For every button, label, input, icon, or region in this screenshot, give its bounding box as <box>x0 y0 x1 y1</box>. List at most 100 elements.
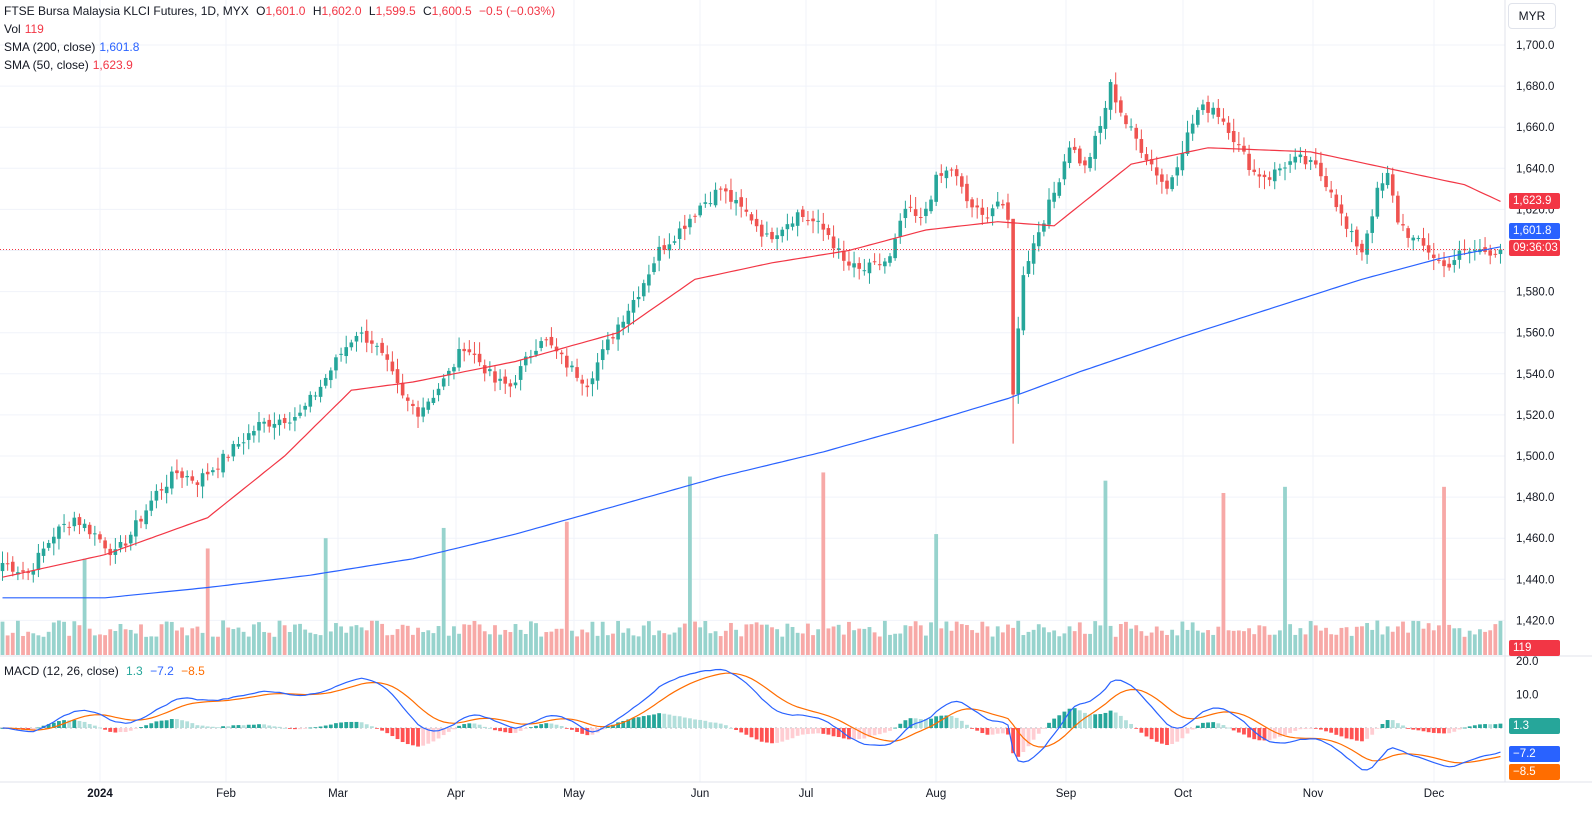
volume-bar <box>985 626 990 655</box>
macd-hist-bar <box>421 728 426 746</box>
candle-body <box>759 224 764 237</box>
candle-body <box>847 261 851 266</box>
volume-bar <box>426 630 431 655</box>
candle-body <box>1308 160 1313 162</box>
candle-body <box>1278 168 1282 171</box>
macd-hist-bar <box>1406 728 1411 729</box>
volume-bar <box>216 636 220 655</box>
volume-bar <box>139 624 143 655</box>
macd-hist-bar <box>877 728 882 735</box>
macd-hist-bar <box>498 728 503 732</box>
volume-bar <box>1108 625 1113 655</box>
macd-hist-bar <box>857 728 862 740</box>
candle-body <box>1221 118 1226 122</box>
macd-hist-bar <box>759 728 764 742</box>
volume-bar <box>1247 628 1251 655</box>
candle-body <box>1385 172 1390 186</box>
candle-body <box>62 523 66 525</box>
macd-hist-bar <box>1134 728 1139 729</box>
candle-body <box>1021 275 1026 331</box>
macd-hist-bar <box>667 714 672 728</box>
price-tick: 1,460.0 <box>1516 533 1554 545</box>
volume-bar <box>1231 630 1236 655</box>
volume-bar <box>785 623 790 655</box>
volume-bar <box>1011 627 1016 655</box>
sma200-row[interactable]: SMA (200, close) 1,601.8 <box>4 38 559 56</box>
macd-hist-bar <box>795 728 800 736</box>
volume-bar <box>1149 632 1154 655</box>
volume-bar <box>631 635 636 655</box>
volume-bar <box>498 634 503 655</box>
volume-bar <box>1354 626 1359 655</box>
open-value: 1,601.0 <box>265 4 306 18</box>
volume-bar <box>754 622 759 655</box>
candle-body <box>287 422 292 424</box>
candle-body <box>1303 155 1308 165</box>
macd-hist-bar <box>1221 725 1226 728</box>
volume-bar <box>477 624 482 655</box>
price-tick: 1,560.0 <box>1516 328 1554 340</box>
volume-bar <box>36 635 41 655</box>
candle-body <box>447 370 451 376</box>
macd-hist-bar <box>867 728 872 737</box>
macd-hist-bar <box>405 728 410 745</box>
macd-hist-bar <box>1488 724 1493 728</box>
macd-hist-bar <box>482 726 487 728</box>
price-tick: 1,640.0 <box>1516 163 1554 175</box>
candle-body <box>744 209 749 212</box>
macd-legend[interactable]: MACD (12, 26, close) 1.3 −7.2 −8.5 <box>4 662 209 680</box>
macd-label: MACD (12, 26, close) <box>4 664 119 678</box>
candle-body <box>1293 156 1298 163</box>
volume-bar <box>323 538 328 655</box>
volume-bar <box>1072 631 1077 655</box>
volume-bar <box>200 632 205 655</box>
macd-hist-bar <box>513 728 518 733</box>
macd-hist-bar <box>1334 728 1339 735</box>
symbol-title[interactable]: FTSE Bursa Malaysia KLCI Futures, 1D, MY… <box>4 4 249 18</box>
candle-body <box>349 342 354 348</box>
candle-body <box>93 533 97 535</box>
candle-body <box>257 421 261 431</box>
volume-bar <box>1242 631 1246 655</box>
macd-hist-bar <box>734 728 738 731</box>
sma50-row[interactable]: SMA (50, close) 1,623.9 <box>4 56 559 74</box>
currency-button[interactable]: MYR <box>1508 3 1556 29</box>
candle-body <box>267 419 272 427</box>
volume-bar <box>590 621 595 655</box>
volume-bar <box>380 623 385 655</box>
volume-bar <box>411 634 415 655</box>
candle-body <box>246 433 251 440</box>
candle-body <box>821 223 826 230</box>
volume-bar <box>1416 621 1421 655</box>
candle-body <box>180 471 184 478</box>
main-legend: FTSE Bursa Malaysia KLCI Futures, 1D, MY… <box>4 2 559 74</box>
volume-bar <box>616 620 620 655</box>
candle-body <box>457 348 461 368</box>
candle-body <box>21 570 25 572</box>
macd-hist-bar <box>739 728 744 733</box>
volume-bar <box>677 627 682 655</box>
macd-hist-bar <box>436 728 441 739</box>
macd-hist-bar <box>713 722 718 728</box>
macd-hist-bar <box>123 728 128 732</box>
macd-hist-bar <box>339 722 343 728</box>
candle-body <box>1447 263 1451 268</box>
macd-hist-bar <box>190 723 195 728</box>
candle-body <box>554 346 559 352</box>
volume-bar <box>1288 624 1293 655</box>
volume-bars <box>0 472 1503 655</box>
macd-hist-bar <box>431 728 436 742</box>
volume-bar <box>652 635 656 655</box>
volume-bar <box>1226 630 1231 655</box>
volume-bar <box>1206 630 1210 655</box>
candle-body <box>570 365 574 368</box>
candle-body <box>888 256 892 263</box>
candle-body <box>1011 218 1015 395</box>
volume-bar <box>1401 621 1405 655</box>
volume-bar <box>57 620 61 655</box>
volume-bar <box>1390 631 1395 655</box>
volume-bar <box>1257 625 1262 655</box>
candle-body <box>1375 187 1380 217</box>
volume-row[interactable]: Vol 119 <box>4 20 559 38</box>
